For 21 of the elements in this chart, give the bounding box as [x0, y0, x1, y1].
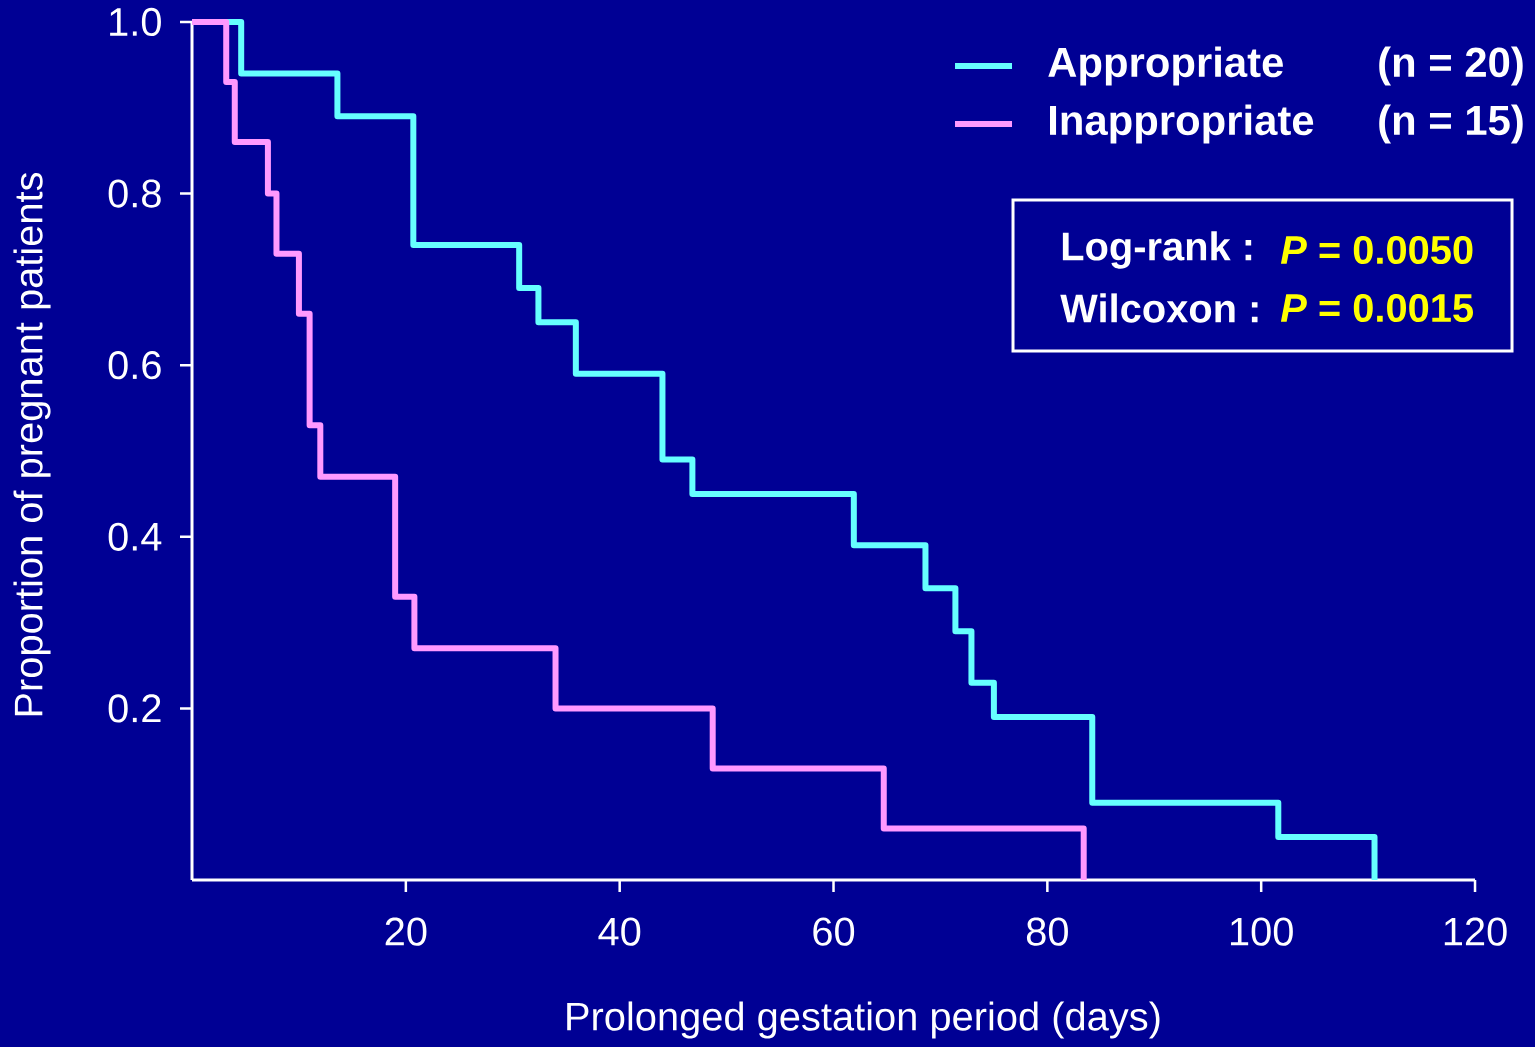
annotation: Wilcoxon : — [1060, 293, 1258, 323]
x-tick-label: 80 — [1026, 917, 1068, 946]
annotation: (n = 15) — [1379, 104, 1523, 144]
y-axis-title: Proportion of pregnant patients — [13, 172, 51, 716]
annotation: P = 0.0015 — [1280, 293, 1473, 323]
y-tick-label: 0.8 — [108, 179, 161, 208]
y-tick-label: 0.4 — [108, 522, 162, 551]
x-axis-title: Prolonged gestation period (days) — [567, 1001, 1160, 1039]
annotation: P = 0.0050 — [1280, 235, 1473, 265]
x-tick-label: 100 — [1230, 917, 1293, 946]
x-tick-label: 60 — [813, 917, 855, 946]
y-tick-label: 1.0 — [110, 7, 161, 37]
y-tick-label: 0.2 — [108, 694, 161, 723]
legend-label: Inappropriate — [1050, 104, 1314, 144]
x-tick-label: 20 — [385, 917, 427, 946]
x-tick-label: 40 — [598, 917, 641, 946]
y-tick-label: 0.6 — [108, 351, 161, 380]
legend-label: Appropriate — [1048, 46, 1283, 86]
annotation: (n = 20) — [1379, 46, 1523, 86]
x-tick-label: 120 — [1444, 917, 1507, 946]
annotation: Log-rank : — [1062, 231, 1252, 269]
